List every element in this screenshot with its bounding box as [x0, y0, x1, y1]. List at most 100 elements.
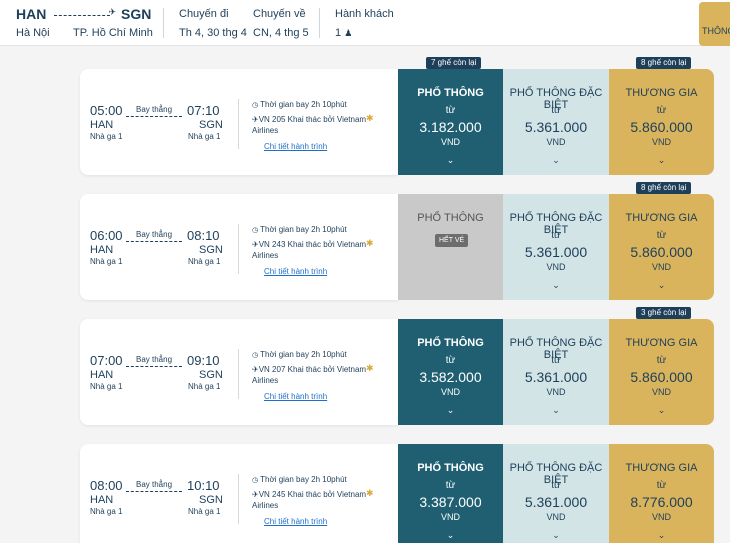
fare-name: PHỔ THÔNG ĐẶC BIỆT — [509, 87, 603, 111]
fare-economy[interactable]: PHỔ THÔNG từ 3.387.000 VND ⌄ — [398, 444, 503, 543]
departure-terminal: Nhà ga 1 — [90, 382, 123, 391]
fare-special-economy[interactable]: PHỔ THÔNG ĐẶC BIỆT từ 5.361.000 VND ⌄ — [503, 319, 609, 425]
seats-left-badge: 8 ghế còn lại — [636, 182, 692, 194]
flight-operator: ✈VN 243 Khai thác bởi Vietnam Airlines — [252, 239, 370, 261]
plane-icon: ✈ — [252, 365, 259, 374]
airline-logo-icon: ✱ — [366, 363, 374, 373]
fare-name: THƯƠNG GIA — [625, 462, 698, 474]
divider — [238, 349, 239, 399]
seats-left-badge: 8 ghế còn lại — [636, 57, 692, 69]
from-label: từ — [551, 230, 561, 241]
fare-name: PHỔ THÔNG ĐẶC BIỆT — [509, 337, 603, 361]
currency: VND — [651, 137, 671, 147]
return-date-field[interactable]: Chuyến về CN, 4 thg 5 — [253, 8, 309, 39]
soldout-badge: HẾT VÉ — [435, 234, 469, 247]
route-line — [126, 241, 182, 242]
fare-special-economy[interactable]: PHỔ THÔNG ĐẶC BIỆT từ 5.361.000 VND ⌄ — [503, 444, 609, 543]
from-label: từ — [656, 480, 667, 491]
depart-value: Th 4, 30 thg 4 — [179, 27, 247, 39]
flight-duration: ◷ Thời gian bay 2h 10phút — [252, 225, 347, 234]
arrival-time: 07:10 — [187, 103, 220, 118]
duration-text: Thời gian bay 2h 10phút — [260, 100, 347, 109]
from-label: từ — [656, 105, 667, 116]
clock-icon: ◷ — [252, 102, 259, 109]
fare-name: THƯƠNG GIA — [625, 87, 698, 99]
passenger-field[interactable]: Hành khách 1 ♟ — [335, 8, 394, 39]
itinerary-details-link[interactable]: Chi tiết hành trình — [264, 267, 328, 276]
arrival-terminal: Nhà ga 1 — [188, 382, 221, 391]
flight-info: 06:00 Bay thẳng 08:10 HAN SGN Nhà ga 1 N… — [80, 194, 398, 300]
fare-economy-soldout: PHỔ THÔNG HẾT VÉ — [398, 194, 503, 300]
arrival-time: 10:10 — [187, 478, 220, 493]
flight-card: 06:00 Bay thẳng 08:10 HAN SGN Nhà ga 1 N… — [80, 182, 714, 300]
arrival-time: 08:10 — [187, 228, 220, 243]
person-icon: ♟ — [344, 28, 353, 38]
chevron-down-icon: ⌄ — [657, 155, 666, 165]
header-divider — [163, 8, 164, 38]
arrival-code: SGN — [199, 494, 223, 506]
chevron-down-icon: ⌄ — [446, 405, 455, 415]
flight-info: 07:00 Bay thẳng 09:10 HAN SGN Nhà ga 1 N… — [80, 319, 398, 425]
arrival-code: SGN — [199, 244, 223, 256]
origin-city: Hà Nội — [16, 27, 50, 39]
airline-logo-icon: ✱ — [366, 238, 374, 248]
passenger-count: 1 — [335, 27, 342, 39]
operator-text: VN 245 Khai thác bởi Vietnam Airlines — [252, 490, 367, 510]
fare-price: 3.387.000 — [419, 494, 482, 510]
chevron-down-icon: ⌄ — [657, 405, 666, 415]
itinerary-details-link[interactable]: Chi tiết hành trình — [264, 392, 328, 401]
flight-operator: ✈VN 205 Khai thác bởi Vietnam Airlines — [252, 114, 370, 136]
chevron-down-icon: ⌄ — [552, 530, 560, 540]
departure-time: 07:00 — [90, 353, 123, 368]
flight-info: 05:00 Bay thẳng 07:10 HAN SGN Nhà ga 1 N… — [80, 69, 398, 175]
operator-text: VN 207 Khai thác bởi Vietnam Airlines — [252, 365, 367, 385]
seats-left-badge: 3 ghế còn lại — [636, 307, 692, 319]
from-label: từ — [656, 355, 667, 366]
return-value: CN, 4 thg 5 — [253, 27, 309, 39]
fare-price: 5.860.000 — [630, 119, 693, 135]
fare-special-economy[interactable]: PHỔ THÔNG ĐẶC BIỆT từ 5.361.000 VND ⌄ — [503, 194, 609, 300]
fare-economy[interactable]: PHỔ THÔNG từ 3.582.000 VND ⌄ — [398, 319, 503, 425]
fare-price: 5.860.000 — [630, 244, 693, 260]
direct-label: Bay thẳng — [136, 355, 173, 364]
from-label: từ — [656, 230, 667, 241]
fare-business[interactable]: 8 ghế còn lại THƯƠNG GIA từ 5.860.000 VN… — [609, 57, 714, 175]
duration-text: Thời gian bay 2h 10phút — [260, 475, 347, 484]
destination-code: SGN — [121, 6, 152, 22]
chevron-down-icon: ⌄ — [446, 530, 455, 540]
fare-economy[interactable]: 7 ghế còn lại PHỔ THÔNG từ 3.182.000 VND… — [398, 57, 503, 175]
clock-icon: ◷ — [252, 477, 259, 484]
fare-business[interactable]: 8 ghế còn lại THƯƠNG GIA từ 5.860.000 VN… — [609, 182, 714, 300]
flight-duration: ◷ Thời gian bay 2h 10phút — [252, 100, 347, 109]
header-divider — [319, 8, 320, 38]
cabin-tab[interactable]: THÔNG — [699, 2, 730, 46]
fare-price: 5.361.000 — [524, 119, 588, 135]
route-line — [126, 366, 182, 367]
divider — [238, 474, 239, 524]
itinerary-details-link[interactable]: Chi tiết hành trình — [264, 517, 328, 526]
from-label: từ — [551, 105, 561, 116]
chevron-down-icon: ⌄ — [552, 280, 560, 290]
chevron-down-icon: ⌄ — [657, 530, 666, 540]
route-plane-icon — [54, 7, 116, 18]
fare-price: 5.361.000 — [524, 369, 588, 385]
fare-business[interactable]: THƯƠNG GIA từ 8.776.000 VND ⌄ — [609, 444, 714, 543]
departure-terminal: Nhà ga 1 — [90, 257, 123, 266]
airline-logo-icon: ✱ — [366, 488, 374, 498]
from-label: từ — [445, 105, 456, 116]
currency: VND — [440, 512, 460, 522]
fare-special-economy[interactable]: PHỔ THÔNG ĐẶC BIỆT từ 5.361.000 VND ⌄ — [503, 69, 609, 175]
fare-name: PHỔ THÔNG — [417, 212, 484, 224]
clock-icon: ◷ — [252, 227, 259, 234]
return-label: Chuyến về — [253, 8, 306, 20]
depart-date-field[interactable]: Chuyến đi Th 4, 30 thg 4 — [179, 8, 247, 39]
fare-price: 5.361.000 — [524, 244, 588, 260]
fare-name: THƯƠNG GIA — [625, 337, 698, 349]
fare-name: PHỔ THÔNG — [417, 337, 484, 349]
itinerary-details-link[interactable]: Chi tiết hành trình — [264, 142, 328, 151]
plane-icon: ✈ — [252, 240, 259, 249]
plane-icon: ✈ — [252, 115, 259, 124]
fare-business[interactable]: 3 ghế còn lại THƯƠNG GIA từ 5.860.000 VN… — [609, 307, 714, 425]
depart-label: Chuyến đi — [179, 8, 229, 20]
origin-code: HAN — [16, 6, 47, 22]
